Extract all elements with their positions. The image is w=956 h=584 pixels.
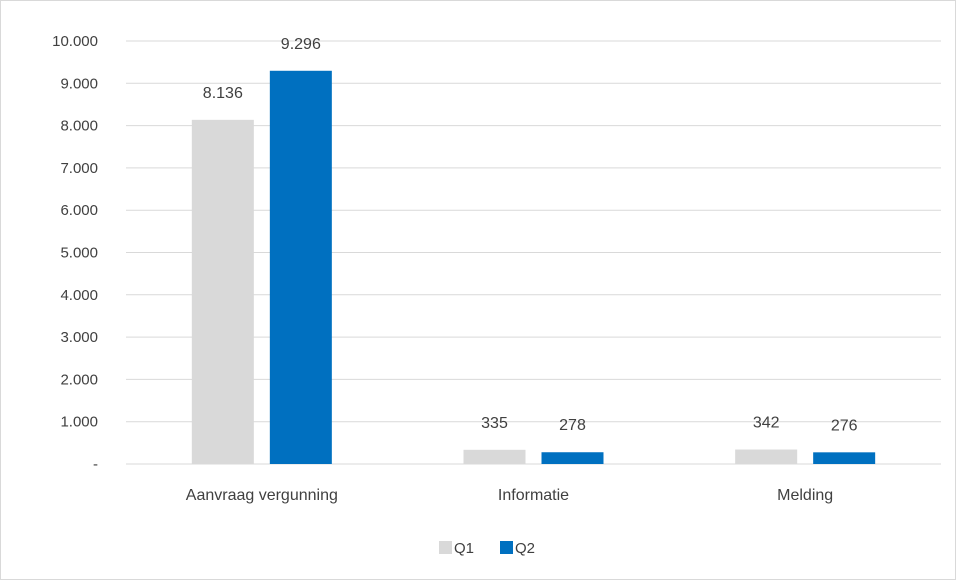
y-tick-label: 8.000 bbox=[60, 118, 98, 135]
y-tick-label: 4.000 bbox=[60, 287, 98, 304]
bar-q1-3 bbox=[735, 449, 798, 464]
bars bbox=[191, 70, 876, 464]
y-axis-tick-labels: - 1.000 2.000 3.000 4.000 5.000 6.000 7.000 8.00… bbox=[52, 33, 98, 473]
data-label-q1-1: 8.136 bbox=[203, 85, 243, 102]
legend-label-q1: Q1 bbox=[454, 540, 474, 557]
data-labels: 8.136 9.296 335 278 342 276 bbox=[203, 36, 858, 435]
x-axis-category-labels: Aanvraag vergunning Informatie Melding bbox=[186, 487, 833, 504]
legend: Q1 Q2 bbox=[439, 540, 535, 557]
data-label-q2-2: 278 bbox=[559, 417, 586, 434]
category-label: Informatie bbox=[498, 487, 569, 504]
y-tick-label: 1.000 bbox=[60, 414, 98, 431]
data-label-q1-2: 335 bbox=[481, 415, 508, 432]
bar-q1-1 bbox=[191, 119, 254, 464]
bar-q2-1 bbox=[269, 70, 332, 464]
y-tick-label: 9.000 bbox=[60, 75, 98, 92]
y-tick-label: 5.000 bbox=[60, 245, 98, 262]
bar-q2-3 bbox=[813, 452, 876, 464]
y-tick-label: 2.000 bbox=[60, 371, 98, 388]
legend-swatch-q1 bbox=[439, 541, 452, 554]
legend-swatch-q2 bbox=[500, 541, 513, 554]
bar-q2-2 bbox=[541, 452, 604, 464]
y-tick-label: 10.000 bbox=[52, 33, 98, 50]
bar-q1-2 bbox=[463, 449, 526, 464]
category-label: Aanvraag vergunning bbox=[186, 487, 338, 504]
data-label-q1-3: 342 bbox=[753, 415, 780, 432]
category-label: Melding bbox=[777, 487, 833, 504]
y-tick-label: 6.000 bbox=[60, 202, 98, 219]
y-tick-label: - bbox=[93, 456, 98, 473]
data-label-q2-1: 9.296 bbox=[281, 36, 321, 53]
legend-label-q2: Q2 bbox=[515, 540, 535, 557]
gridlines bbox=[126, 40, 941, 465]
y-tick-label: 7.000 bbox=[60, 160, 98, 177]
y-tick-label: 3.000 bbox=[60, 329, 98, 346]
data-label-q2-3: 276 bbox=[831, 417, 858, 434]
